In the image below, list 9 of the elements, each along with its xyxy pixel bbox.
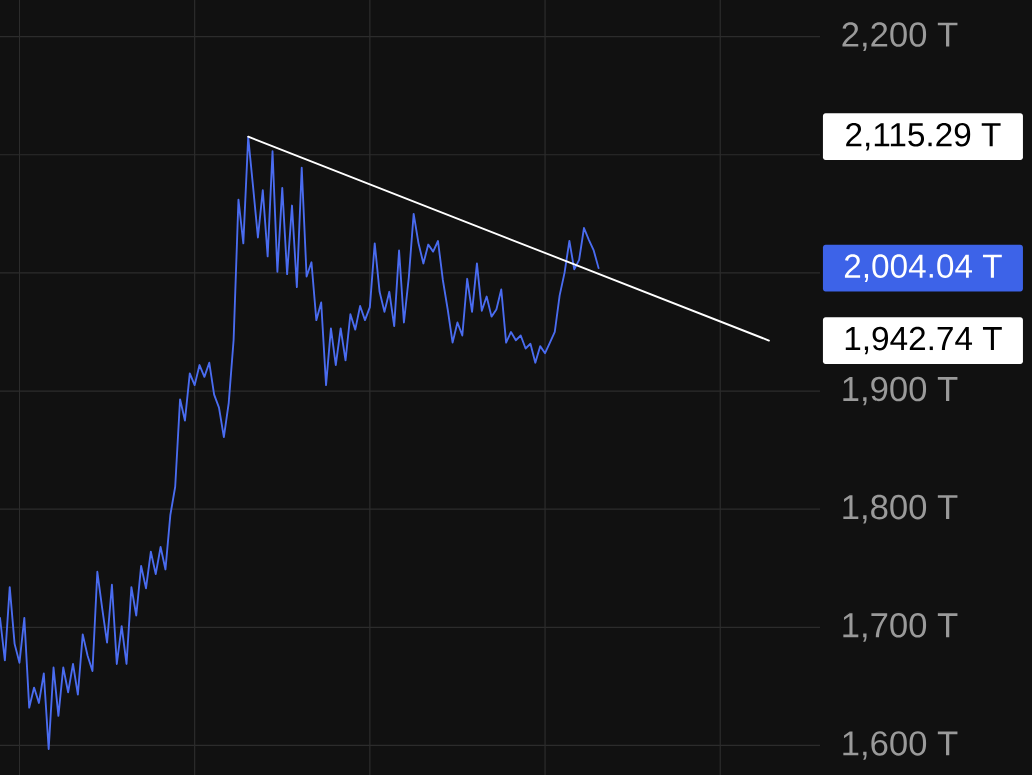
y-tick-label: 2,200 T bbox=[842, 22, 958, 51]
y-tick-label: 1,800 T bbox=[843, 494, 958, 524]
y-tick-label: 1,700 T bbox=[843, 612, 958, 642]
text: 1,942.74 T bbox=[845, 326, 1002, 355]
line-series bbox=[0, 136, 600, 750]
y-tick-label: 1,600 T bbox=[843, 731, 958, 760]
text: 2,004.04 T bbox=[844, 254, 1002, 282]
text: 2,115.29 T bbox=[846, 122, 1001, 151]
y-tick-label: 1,900 T bbox=[843, 376, 958, 406]
